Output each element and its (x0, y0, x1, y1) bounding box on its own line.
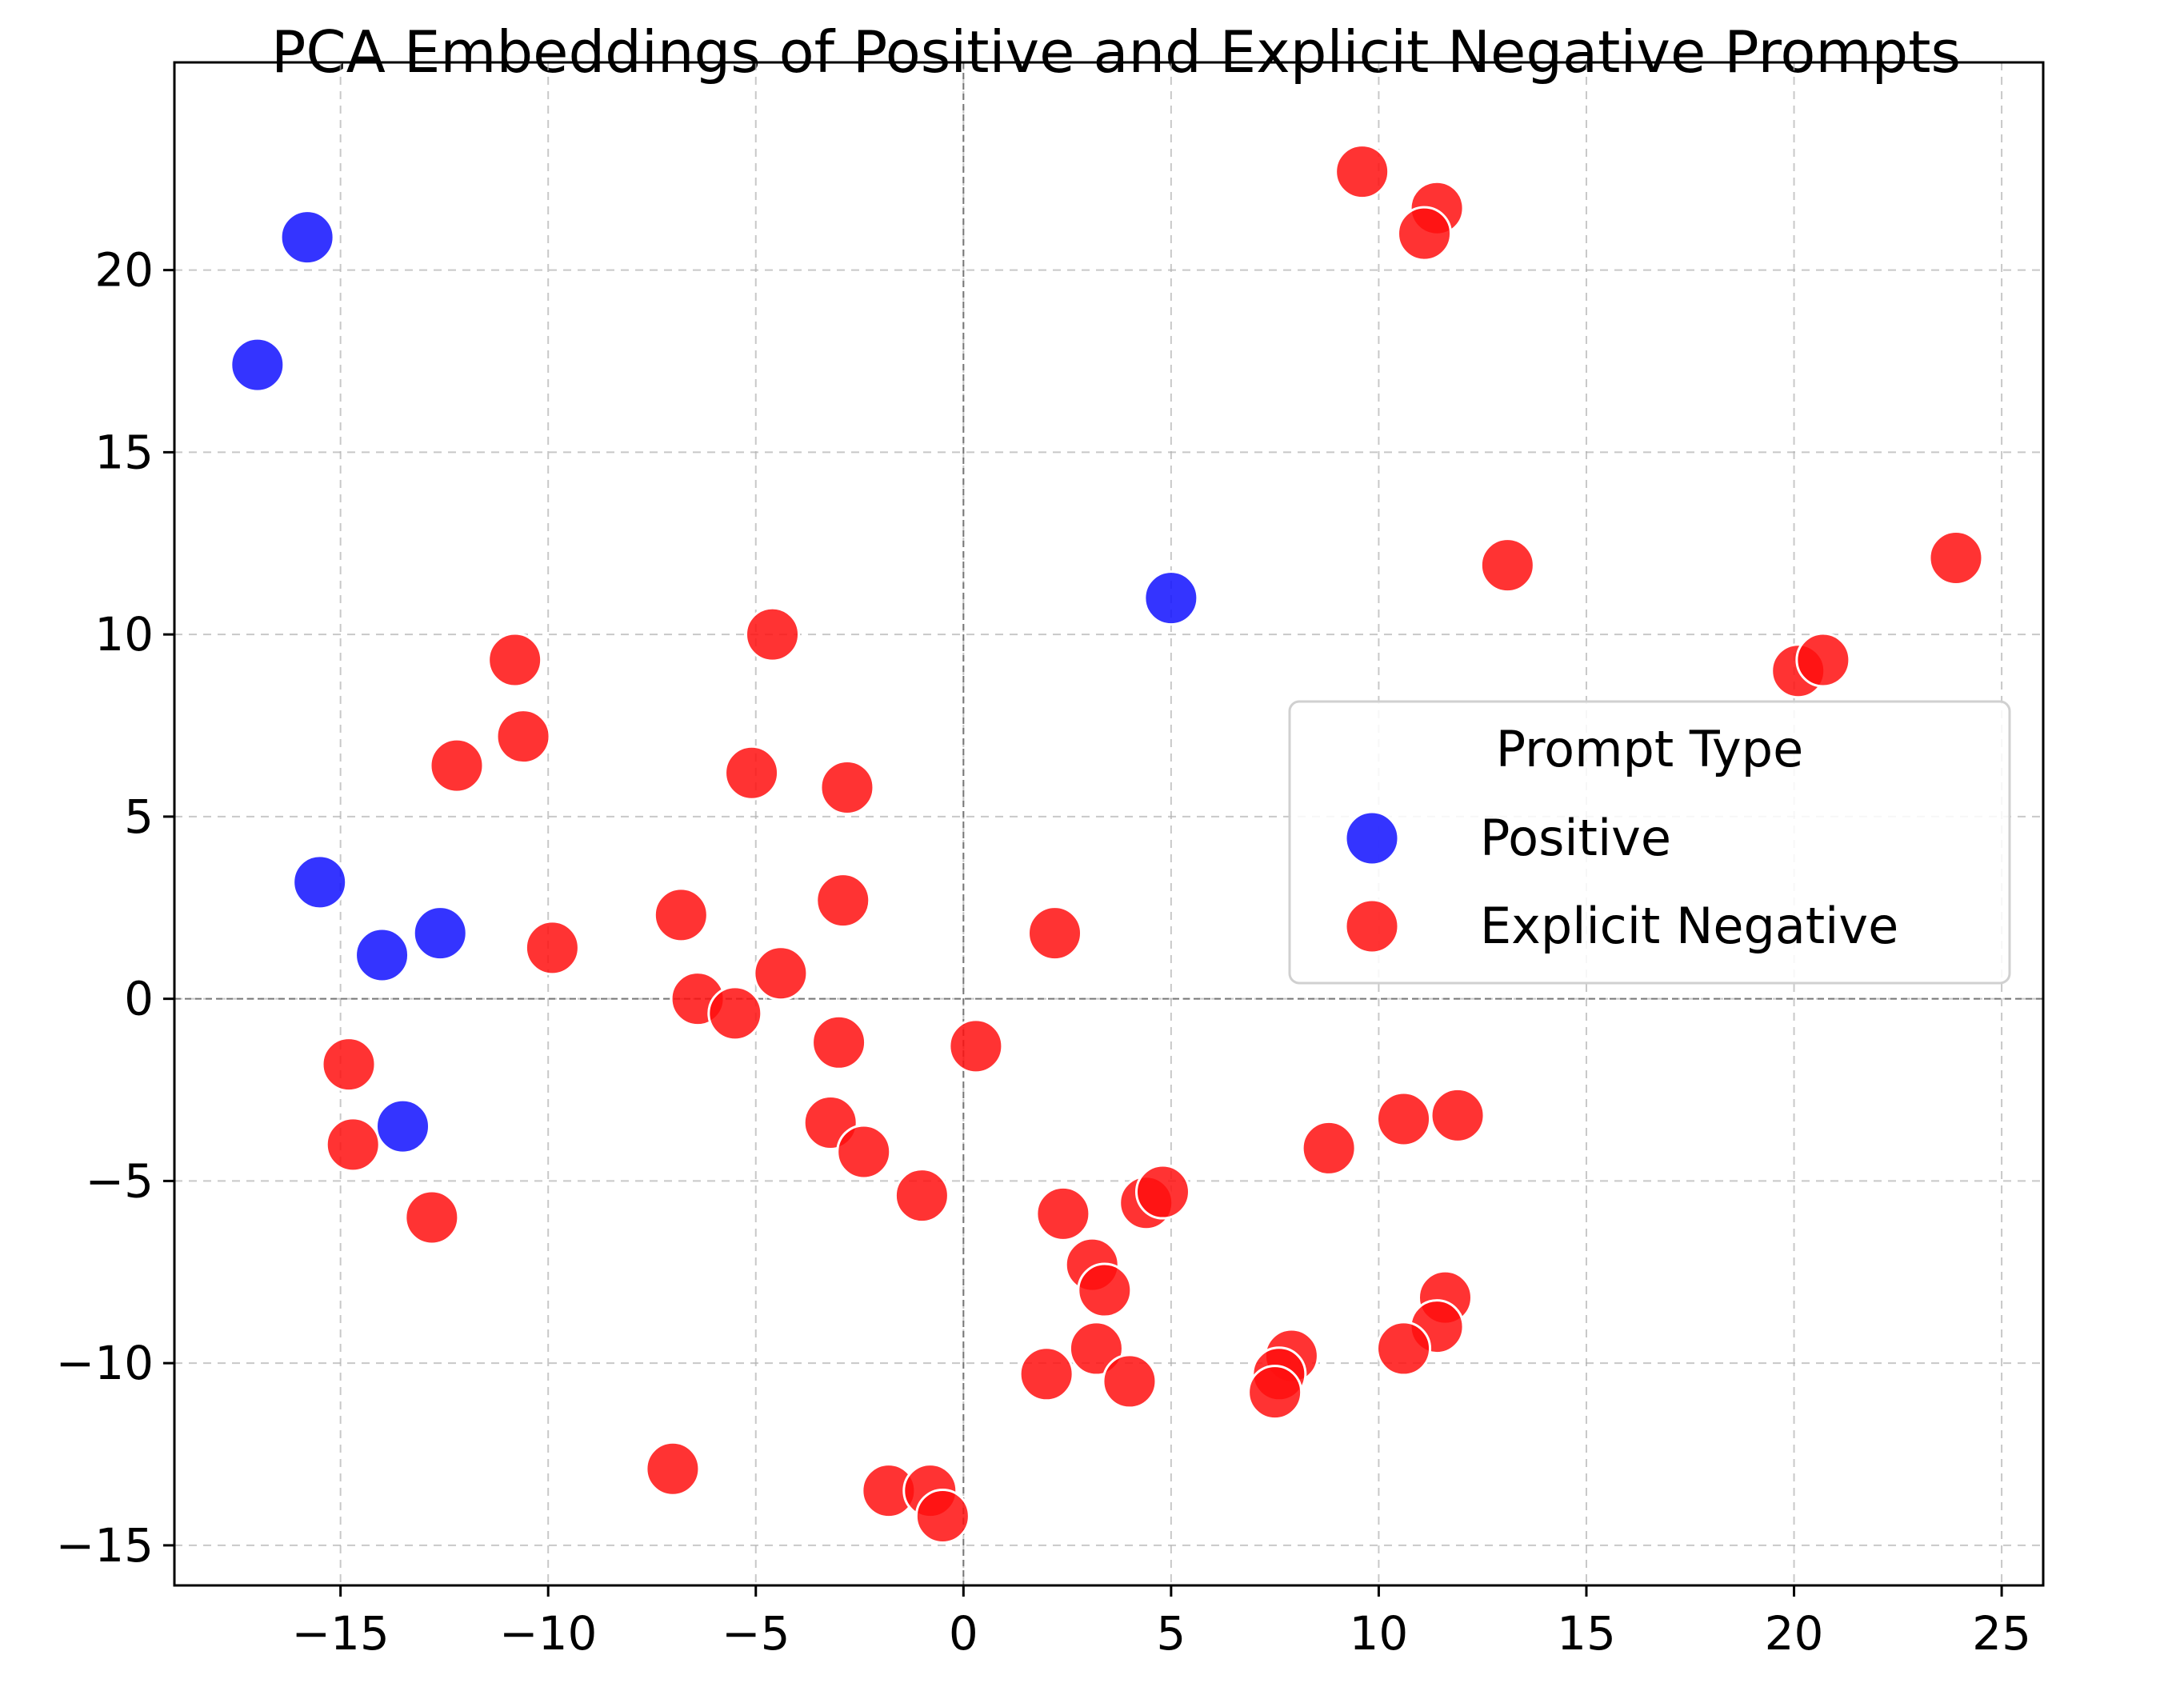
point-explicit-negative (1430, 1087, 1486, 1143)
point-explicit-negative (1301, 1120, 1357, 1176)
point-explicit-negative (745, 606, 801, 662)
x-tick-label: −10 (499, 1606, 597, 1661)
point-explicit-negative (1035, 1185, 1091, 1241)
point-explicit-negative (1077, 1262, 1133, 1318)
point-explicit-negative (1376, 1091, 1432, 1147)
point-explicit-negative (1134, 1164, 1190, 1220)
x-tick-label: 0 (949, 1606, 978, 1661)
point-explicit-negative (1376, 1321, 1432, 1377)
point-explicit-negative (487, 632, 543, 688)
point-explicit-negative (948, 1018, 1004, 1074)
point-explicit-negative (914, 1488, 970, 1544)
y-tick-label: 10 (94, 607, 154, 662)
legend-marker-positive (1344, 810, 1400, 866)
point-explicit-negative (724, 745, 780, 801)
point-explicit-negative (1928, 530, 1984, 586)
zero-lines (174, 62, 2043, 1585)
x-tick-label: 5 (1156, 1606, 1186, 1661)
x-axis-ticks: −15 −10 −5 0 5 10 15 20 25 (291, 1585, 2031, 1661)
x-tick-label: −5 (722, 1606, 790, 1661)
point-explicit-negative (404, 1189, 460, 1245)
point-explicit-negative (811, 1014, 867, 1070)
point-explicit-negative (429, 738, 485, 794)
point-explicit-negative (1027, 905, 1083, 961)
point-explicit-negative (836, 1124, 892, 1180)
legend-title: Prompt Type (1496, 720, 1804, 778)
x-tick-label: −15 (291, 1606, 389, 1661)
point-explicit-negative (1479, 538, 1535, 594)
point-explicit-negative (1068, 1321, 1124, 1377)
x-tick-label: 10 (1350, 1606, 1409, 1661)
y-tick-label: 15 (94, 425, 154, 479)
point-positive (1143, 570, 1199, 626)
point-explicit-negative (1247, 1365, 1303, 1421)
point-positive (354, 927, 410, 983)
legend-marker-explicit-negative (1344, 898, 1400, 954)
chart-title: PCA Embeddings of Positive and Explicit … (271, 18, 1961, 86)
x-tick-label: 25 (1972, 1606, 2031, 1661)
y-tick-label: −5 (86, 1153, 154, 1208)
point-explicit-negative (815, 873, 871, 929)
y-tick-label: −15 (56, 1518, 154, 1573)
point-positive (412, 905, 468, 961)
point-positive (230, 337, 286, 393)
point-explicit-negative (707, 985, 763, 1041)
point-explicit-negative (1397, 206, 1453, 262)
point-explicit-negative (819, 759, 875, 815)
legend-label-explicit-negative: Explicit Negative (1480, 897, 1898, 955)
point-explicit-negative (1018, 1346, 1074, 1402)
point-explicit-negative (1334, 144, 1390, 200)
x-tick-label: 20 (1765, 1606, 1824, 1661)
point-explicit-negative (524, 920, 580, 976)
point-explicit-negative (1795, 632, 1851, 688)
y-axis-ticks: −15 −10 −5 0 5 10 15 20 (56, 243, 174, 1573)
point-explicit-negative (894, 1168, 950, 1224)
point-explicit-negative (321, 1037, 377, 1093)
y-tick-label: −10 (56, 1336, 154, 1390)
points-layer (230, 144, 1984, 1544)
point-explicit-negative (325, 1117, 381, 1173)
point-explicit-negative (645, 1441, 701, 1497)
plot-area-frame (173, 61, 2045, 1587)
legend-label-positive: Positive (1480, 809, 1671, 867)
point-explicit-negative (753, 945, 809, 1001)
point-positive (292, 854, 348, 910)
x-tick-label: 15 (1557, 1606, 1616, 1661)
point-explicit-negative (1102, 1353, 1158, 1409)
y-tick-label: 5 (124, 790, 154, 844)
y-tick-label: 0 (124, 972, 154, 1026)
point-positive (279, 210, 335, 266)
legend-box (1288, 700, 2011, 985)
legend: Prompt Type Positive Explicit Negative (1288, 700, 2011, 985)
point-explicit-negative (495, 709, 551, 765)
y-tick-label: 20 (94, 243, 154, 298)
point-explicit-negative (653, 887, 709, 943)
point-positive (375, 1098, 431, 1154)
